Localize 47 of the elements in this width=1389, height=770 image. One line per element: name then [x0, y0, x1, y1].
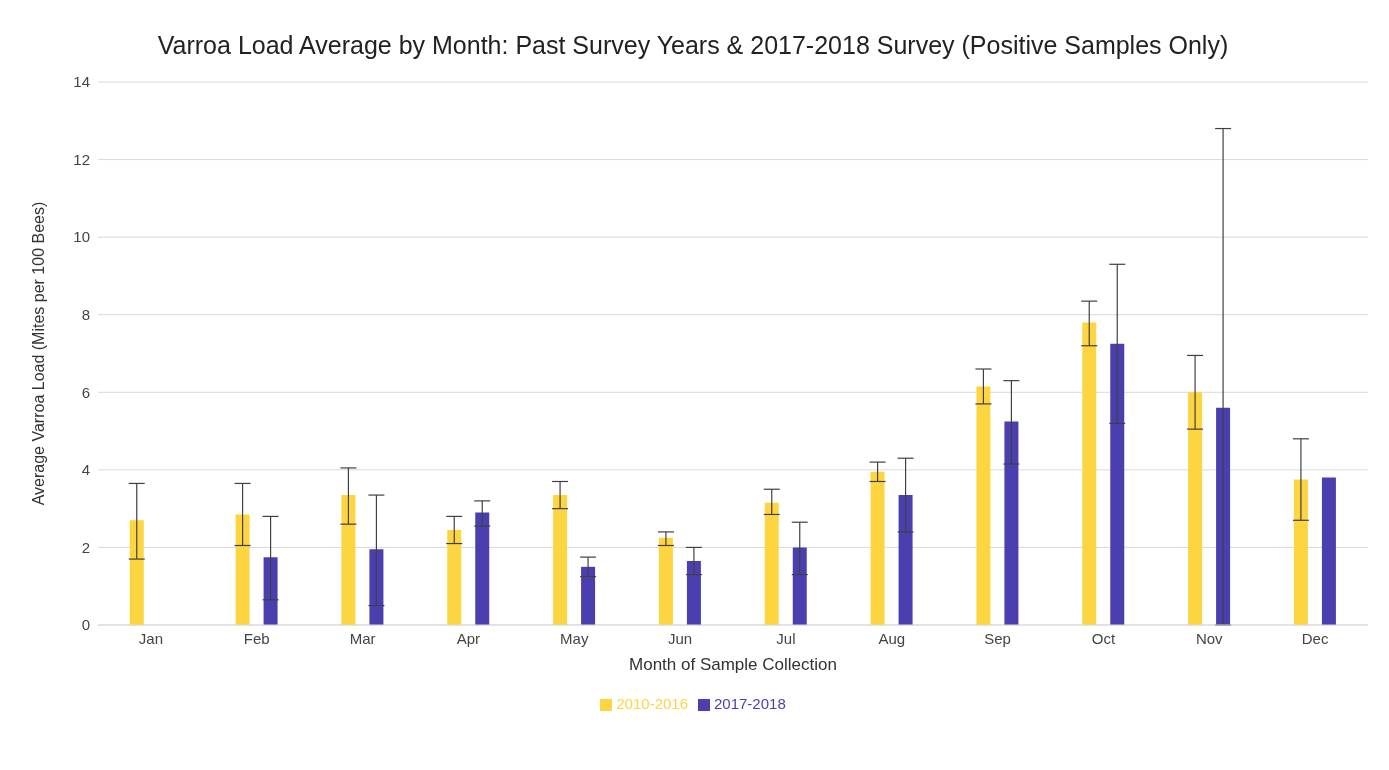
bar	[369, 549, 384, 625]
y-tick-label: 4	[81, 461, 90, 479]
y-tick-label: 10	[73, 228, 90, 246]
x-tick-label: Apr	[456, 629, 481, 647]
y-tick-label: 0	[81, 616, 90, 634]
bar	[447, 529, 462, 625]
x-tick-label: Mar	[349, 629, 376, 647]
bar	[976, 386, 991, 625]
bar	[764, 502, 779, 625]
y-tick-label: 8	[81, 306, 90, 324]
x-tick-label: Jan	[138, 629, 164, 647]
bar	[581, 566, 596, 625]
y-tick-label: 14	[73, 73, 90, 91]
y-axis-title: Average Varroa Load (Mites per 100 Bees)	[29, 201, 47, 506]
bar	[1082, 322, 1097, 625]
x-tick-label: Oct	[1091, 629, 1116, 647]
bar	[341, 495, 356, 625]
legend-label: 2010-2016	[616, 695, 688, 712]
x-tick-label: Sep	[984, 629, 1011, 647]
bar	[898, 495, 913, 625]
chart-title: Varroa Load Average by Month: Past Survey Years & 2017-2018 Survey (Positive Samples Only)	[156, 30, 1230, 61]
bar	[235, 514, 250, 625]
bar	[1110, 343, 1125, 625]
bar	[475, 512, 490, 625]
y-tick-label: 12	[73, 150, 90, 168]
bar	[1188, 392, 1203, 625]
x-tick-label: Nov	[1195, 629, 1224, 647]
y-tick-label: 6	[81, 383, 90, 401]
bar	[686, 561, 701, 625]
bar	[792, 547, 807, 625]
bar	[553, 495, 568, 625]
bar	[263, 557, 278, 625]
bar	[129, 520, 144, 625]
x-tick-label: Dec	[1301, 629, 1329, 647]
legend-label: 2017-2018	[714, 695, 786, 712]
x-axis-title: Month of Sample Collection	[629, 655, 837, 674]
y-tick-label: 2	[81, 538, 90, 556]
bar	[658, 537, 673, 625]
bar	[1004, 421, 1019, 625]
bar	[870, 471, 885, 625]
bar	[1321, 477, 1336, 625]
x-tick-label: Feb	[243, 629, 270, 647]
x-tick-label: Aug	[878, 629, 906, 647]
x-tick-label: Jul	[776, 629, 796, 647]
bar	[1293, 479, 1308, 625]
x-tick-label: Jun	[667, 629, 693, 647]
x-tick-label: May	[560, 629, 589, 647]
